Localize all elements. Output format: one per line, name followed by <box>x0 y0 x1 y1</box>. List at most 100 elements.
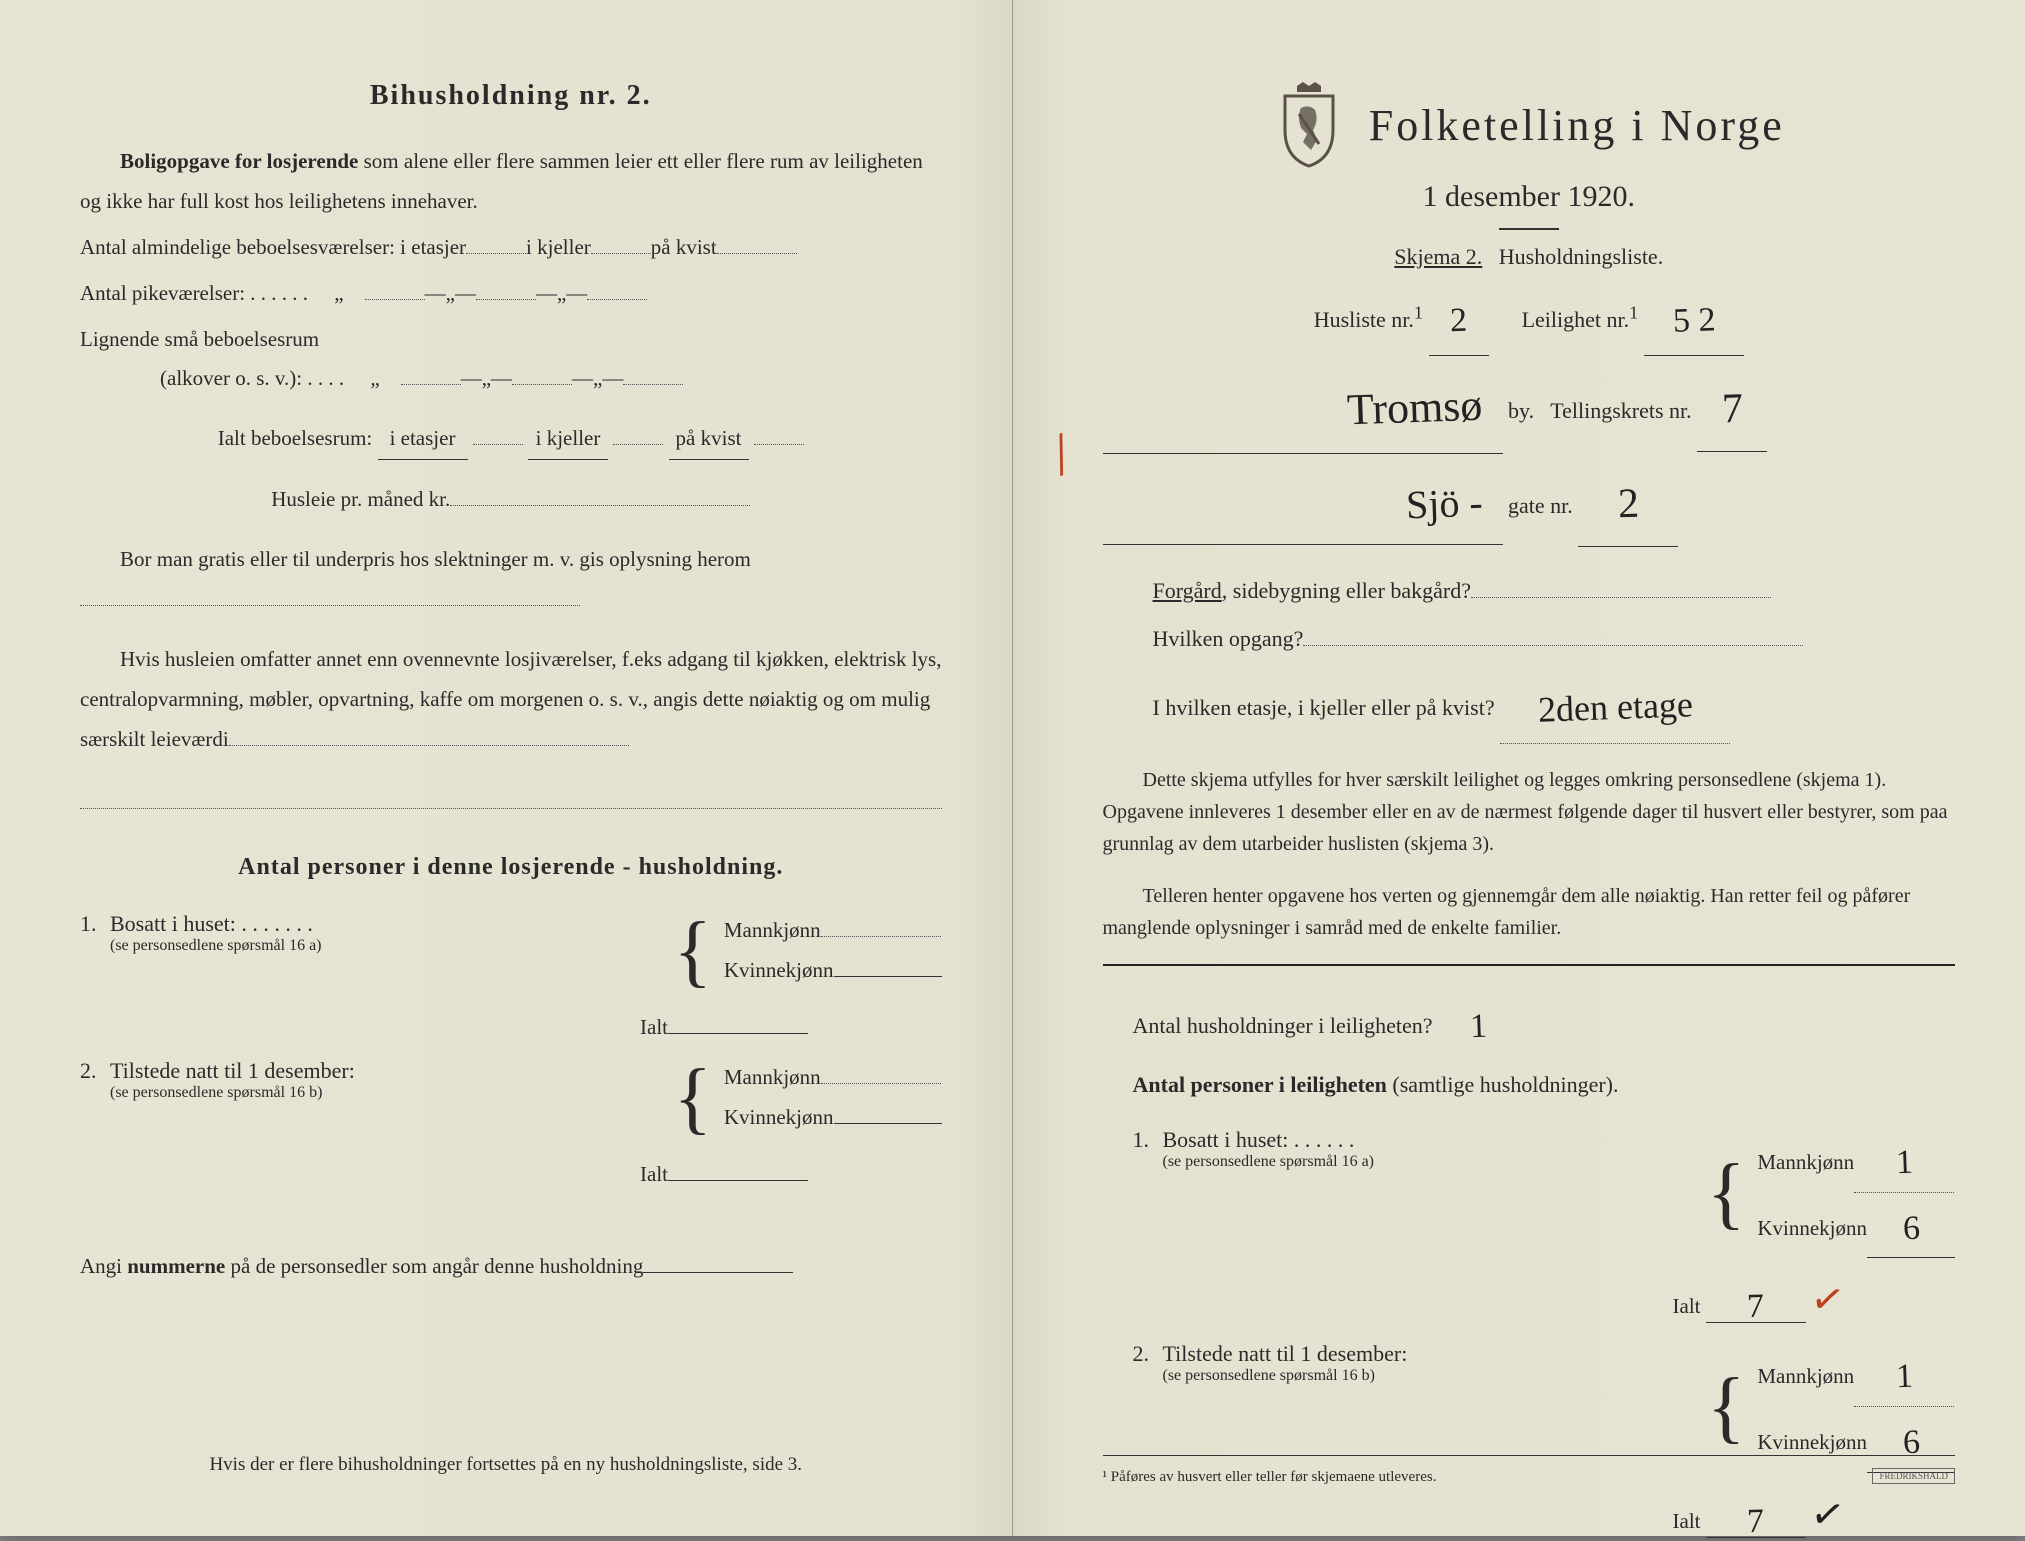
item1-text: Bosatt i huset: . . . . . . . (se person… <box>110 911 653 955</box>
census-date: 1 desember 1920. <box>1103 180 1956 214</box>
blank <box>754 420 804 445</box>
item-2-present: 2. Tilstede natt til 1 desember: (se per… <box>80 1058 942 1138</box>
number-2: 2. <box>1133 1341 1163 1367</box>
ialt1-field: 7 <box>1706 1284 1806 1323</box>
blank <box>623 360 683 385</box>
blank <box>834 1098 942 1123</box>
number-2: 2. <box>80 1058 110 1084</box>
left-page: Bihusholdning nr. 2. Boligopgave for los… <box>0 0 1013 1536</box>
item-1-resident: 1. Bosatt i huset: . . . . . . . (se per… <box>80 911 942 991</box>
item-2-present: 2. Tilstede natt til 1 desember: (se per… <box>1133 1341 1956 1472</box>
instructions-2: Telleren henter opgavene hos verten og g… <box>1103 880 1956 944</box>
similar-rooms-line: Lignende små beboelsesrum (alkover o. s.… <box>80 320 942 400</box>
blank <box>450 481 750 506</box>
krets-field: 7 <box>1697 359 1767 452</box>
maid-rooms-line: Antal pikeværelser: . . . . . . „ —„——„— <box>80 274 942 314</box>
opgang-line: Hvilken opgang? <box>1153 615 1956 663</box>
hush-count-field: 1 <box>1438 986 1518 1061</box>
brace-icon: { <box>1707 1375 1745 1439</box>
rent-line: Husleie pr. måned kr. <box>80 480 942 520</box>
persons-subheading: Antal personer i denne losjerende - hush… <box>80 854 942 881</box>
coat-of-arms-icon <box>1273 80 1345 170</box>
blank <box>821 912 941 937</box>
left-heading: Bihusholdning nr. 2. <box>80 80 942 112</box>
husliste-nr-field: 2 <box>1429 280 1489 356</box>
blank <box>668 1156 808 1181</box>
red-slash-mark: / <box>1041 419 1080 490</box>
street-line: Sjö - gate nr. 2 <box>1103 454 1956 547</box>
etasje-field: 2den etage <box>1500 664 1730 744</box>
mann2-field: 1 <box>1854 1341 1954 1407</box>
husliste-line: Husliste nr.1 2 Leilighet nr.1 5 2 <box>1103 280 1956 356</box>
brace-icon: { <box>1707 1161 1745 1225</box>
ialt2-field: 7 <box>1706 1499 1806 1538</box>
brace-icon: { <box>673 919 711 983</box>
city-line: Tromsø by. Tellingskrets nr. 7 <box>1103 356 1956 454</box>
instructions-1: Dette skjema utfylles for hver særskilt … <box>1103 764 1956 860</box>
blank <box>229 721 629 746</box>
checkmark-icon: ✓ <box>1807 1488 1848 1540</box>
ialt1-row: Ialt 7 ✓ <box>1673 1276 1956 1323</box>
blank <box>821 1059 941 1084</box>
brace-block-1: { Mannkjønn Kvinnekjønn <box>673 911 941 991</box>
checkmark-icon: ✓ <box>1807 1274 1848 1326</box>
persons-count-line: Antal personer i leiligheten (samtlige h… <box>1133 1061 1956 1109</box>
street-field: Sjö - <box>1103 456 1503 545</box>
intro-bold: Boligopgave for losjerende <box>120 149 358 173</box>
divider <box>1499 228 1559 230</box>
blank <box>587 274 647 299</box>
item-1-resident: 1. Bosatt i huset: . . . . . . (se perso… <box>1133 1127 1956 1258</box>
census-document: Bihusholdning nr. 2. Boligopgave for los… <box>0 0 2025 1536</box>
blank <box>401 360 461 385</box>
right-header: Folketelling i Norge 1 desember 1920. <box>1103 80 1956 230</box>
blank <box>834 951 942 976</box>
rent-includes-para: Hvis husleien omfatter annet enn ovennev… <box>80 640 942 760</box>
free-rent-para: Bor man gratis eller til underpris hos s… <box>80 540 942 620</box>
item1-text: Bosatt i huset: . . . . . . (se personse… <box>1163 1127 1687 1171</box>
ialt2-row: Ialt 7 ✓ <box>1673 1491 1956 1538</box>
blank <box>466 229 526 254</box>
blank <box>591 229 651 254</box>
blank <box>80 581 580 606</box>
total-rooms-line: Ialt beboelsesrum: i etasjer i kjeller p… <box>80 419 942 460</box>
blank <box>613 420 663 445</box>
blank <box>365 274 425 299</box>
right-page: Folketelling i Norge 1 desember 1920. Sk… <box>1013 0 2025 1536</box>
printer-mark: FREDRIKSHALD <box>1872 1468 1955 1484</box>
blank <box>1303 620 1803 646</box>
brace-block-1: { Mannkjønn1 Kvinnekjønn6 <box>1707 1127 1955 1258</box>
brace-block-2: { Mannkjønn1 Kvinnekjønn6 <box>1707 1341 1955 1472</box>
etasje-line: I hvilken etasje, i kjeller eller på kvi… <box>1153 664 1956 744</box>
blank <box>643 1248 793 1273</box>
blank <box>476 274 536 299</box>
mann1-field: 1 <box>1854 1127 1954 1193</box>
item2-text: Tilstede natt til 1 desember: (se person… <box>110 1058 653 1102</box>
households-count-line: Antal husholdninger i leiligheten? 1 <box>1133 986 1956 1061</box>
intro-paragraph: Boligopgave for losjerende som alene ell… <box>80 142 942 222</box>
brace-icon: { <box>673 1066 711 1130</box>
number-1: 1. <box>80 911 110 937</box>
item2-text: Tilstede natt til 1 desember: (se person… <box>1163 1341 1687 1385</box>
footer-rule <box>1103 1455 1956 1456</box>
blank <box>668 1009 808 1034</box>
schema-line: Skjema 2. Husholdningsliste. <box>1103 244 1956 270</box>
brace-block-2: { Mannkjønn Kvinnekjønn <box>673 1058 941 1138</box>
forgard-line: Forgård, sidebygning eller bakgård? <box>1153 567 1956 615</box>
blank <box>717 229 797 254</box>
divider <box>1103 964 1956 966</box>
blank-line <box>80 790 942 809</box>
city-field: Tromsø <box>1103 356 1503 454</box>
rooms-line: Antal almindelige beboelsesværelser: i e… <box>80 228 942 268</box>
left-footnote: Hvis der er flere bihusholdninger fortse… <box>80 1454 932 1476</box>
number-1: 1. <box>1133 1127 1163 1153</box>
kvinne1-field: 6 <box>1867 1193 1955 1259</box>
blank <box>1471 572 1771 598</box>
gate-nr-field: 2 <box>1578 454 1678 547</box>
blank <box>512 360 572 385</box>
angi-line: Angi nummerne på de personsedler som ang… <box>80 1247 942 1287</box>
main-title: Folketelling i Norge <box>1369 100 1785 151</box>
kvinne2-field: 6 <box>1867 1407 1955 1473</box>
right-footnote: ¹ Påføres av husvert eller teller før sk… <box>1103 1469 1437 1486</box>
blank <box>473 420 523 445</box>
leilighet-nr-field: 5 2 <box>1644 280 1744 356</box>
